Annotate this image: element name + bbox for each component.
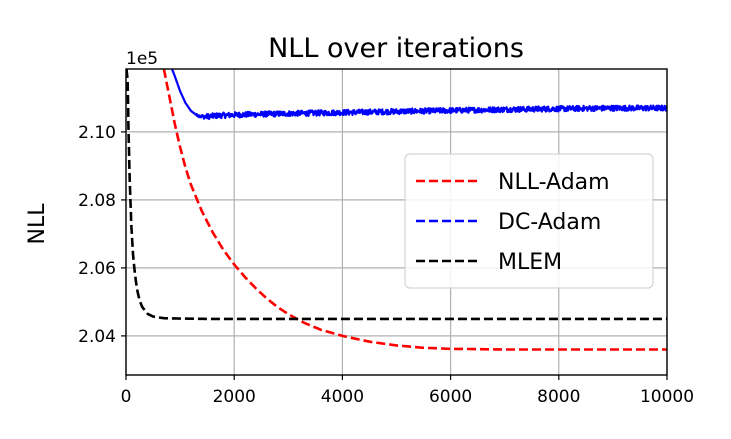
x-tick-label: 8000 xyxy=(537,387,580,407)
axis-ticks: 0 2000 4000 6000 8000 10000 2.04 2.06 2.08 2.10 xyxy=(78,123,694,407)
legend-label: NLL-Adam xyxy=(498,170,610,195)
x-tick-label: 2000 xyxy=(213,387,256,407)
y-tick-label: 2.04 xyxy=(78,327,116,347)
y-tick-label: 2.10 xyxy=(78,123,116,143)
series-line-nll-adam xyxy=(162,69,667,351)
legend-label: MLEM xyxy=(498,250,562,275)
chart-title: NLL over iterations xyxy=(268,33,524,64)
y-axis-label: NLL xyxy=(25,203,50,245)
plot-frame xyxy=(125,68,668,376)
series-line-mlem xyxy=(126,69,667,321)
legend-box xyxy=(404,153,654,289)
x-tick-label: 4000 xyxy=(321,387,364,407)
series-group xyxy=(126,69,667,351)
x-tick-label: 6000 xyxy=(429,387,472,407)
y-offset-label: 1e5 xyxy=(126,49,158,69)
legend-label: DC-Adam xyxy=(498,210,601,235)
x-tick-label: 10000 xyxy=(640,387,694,407)
series-line-dc-adam xyxy=(170,69,667,121)
legend: NLL-Adam DC-Adam MLEM xyxy=(404,153,654,289)
x-tick-label: 0 xyxy=(121,387,132,407)
y-tick-label: 2.06 xyxy=(78,259,116,279)
y-tick-label: 2.08 xyxy=(78,191,116,211)
